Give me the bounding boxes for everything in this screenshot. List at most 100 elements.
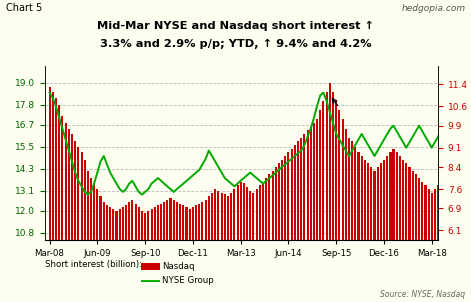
Bar (383, 160, 385, 302)
Bar (160, 204, 162, 302)
Bar (141, 211, 143, 302)
Bar (166, 200, 169, 302)
Bar (297, 141, 299, 302)
Text: 3.3% and 2.9% p/p; YTD, ↑ 9.4% and 4.2%: 3.3% and 2.9% p/p; YTD, ↑ 9.4% and 4.2% (100, 39, 371, 49)
Bar (49, 87, 50, 302)
Bar (278, 163, 280, 302)
Bar (456, 171, 458, 302)
Bar (386, 156, 388, 302)
Bar (421, 182, 423, 302)
Bar (52, 92, 54, 302)
Bar (265, 178, 267, 302)
Bar (434, 189, 436, 302)
Bar (93, 183, 95, 302)
Text: Chart 5: Chart 5 (6, 3, 42, 13)
Bar (345, 129, 347, 302)
Bar (218, 191, 219, 302)
Bar (170, 198, 171, 302)
Bar (103, 202, 105, 302)
Bar (348, 138, 350, 302)
Text: Nasdaq: Nasdaq (162, 262, 195, 271)
Bar (380, 163, 382, 302)
Bar (151, 209, 153, 302)
Bar (81, 152, 82, 302)
Bar (307, 130, 309, 302)
Bar (396, 152, 398, 302)
Bar (198, 204, 201, 302)
Bar (220, 193, 223, 302)
Bar (325, 92, 328, 302)
Bar (303, 134, 306, 302)
Bar (338, 110, 341, 302)
Bar (262, 182, 264, 302)
Bar (195, 205, 197, 302)
Bar (374, 171, 375, 302)
Text: NYSE Group: NYSE Group (162, 276, 214, 285)
Bar (182, 205, 185, 302)
Bar (131, 200, 133, 302)
Bar (256, 189, 258, 302)
Bar (189, 209, 191, 302)
Bar (202, 202, 203, 302)
Bar (122, 207, 124, 302)
Bar (58, 105, 60, 302)
Bar (68, 129, 70, 302)
Bar (364, 160, 366, 302)
Bar (361, 156, 363, 302)
Bar (392, 149, 395, 302)
Bar (214, 189, 216, 302)
Bar (243, 183, 245, 302)
Bar (112, 209, 114, 302)
Bar (192, 207, 194, 302)
Bar (144, 213, 146, 302)
Bar (275, 167, 277, 302)
Bar (125, 205, 127, 302)
Bar (390, 152, 391, 302)
Bar (240, 182, 242, 302)
Bar (459, 174, 462, 302)
Bar (335, 101, 337, 302)
Bar (138, 207, 140, 302)
Bar (418, 178, 420, 302)
Bar (173, 200, 175, 302)
Bar (332, 92, 334, 302)
Bar (179, 204, 181, 302)
Bar (408, 167, 411, 302)
Bar (377, 167, 379, 302)
Bar (246, 187, 248, 302)
Bar (443, 178, 446, 302)
Bar (186, 207, 187, 302)
Bar (367, 163, 369, 302)
Bar (163, 202, 165, 302)
Bar (319, 110, 321, 302)
Bar (115, 211, 118, 302)
Bar (61, 116, 64, 302)
Text: Mid-Mar NYSE and Nasdaq short interest ↑: Mid-Mar NYSE and Nasdaq short interest ↑ (97, 21, 374, 31)
Bar (453, 167, 455, 302)
Bar (440, 182, 442, 302)
Bar (412, 171, 414, 302)
Bar (284, 156, 286, 302)
Bar (415, 174, 417, 302)
Text: hedgopia.com: hedgopia.com (401, 4, 465, 13)
Bar (128, 202, 130, 302)
Bar (313, 123, 315, 302)
Bar (357, 152, 359, 302)
Bar (437, 185, 439, 302)
Bar (252, 193, 254, 302)
Bar (71, 134, 73, 302)
Bar (99, 196, 102, 302)
Bar (447, 174, 449, 302)
Bar (236, 185, 239, 302)
Bar (97, 189, 98, 302)
Bar (87, 171, 89, 302)
Bar (211, 193, 213, 302)
Bar (227, 196, 229, 302)
Bar (428, 189, 430, 302)
Bar (294, 145, 296, 302)
Bar (65, 123, 66, 302)
Bar (424, 185, 427, 302)
Bar (157, 205, 159, 302)
Bar (119, 209, 121, 302)
Bar (370, 167, 373, 302)
